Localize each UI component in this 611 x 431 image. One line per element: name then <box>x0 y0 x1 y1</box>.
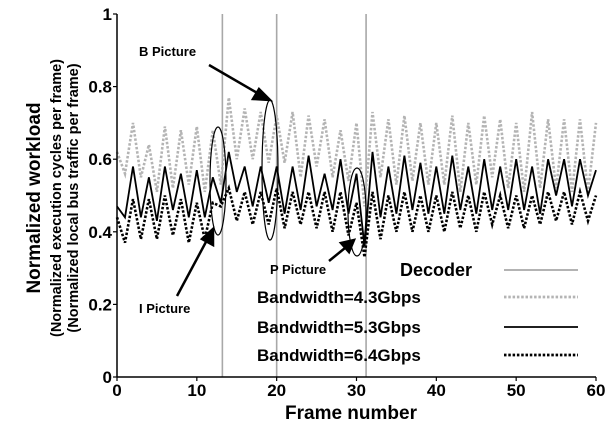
x-tick-label: 10 <box>187 381 206 400</box>
p-picture-arrow-line <box>328 247 346 262</box>
annotation-arrows <box>175 63 357 297</box>
b-picture-label: B Picture <box>139 44 196 59</box>
x-ticks: 0 10 20 30 40 50 60 <box>112 377 605 400</box>
y-axis-title-line-1: Normalized workload <box>24 102 45 293</box>
series-group <box>115 97 598 258</box>
x-axis-title: Frame number <box>285 403 418 424</box>
x-tick-label: 60 <box>587 381 606 400</box>
b-picture-arrow-line <box>208 63 260 96</box>
y-ticks: 0 0.2 0.4 0.6 0.8 1 <box>88 5 117 387</box>
legend: Decoder Bandwidth=4.3Gbps Bandwidth=5.3Gbp… <box>257 260 578 365</box>
legend-label-1: Decoder <box>400 260 472 280</box>
series-line-3 <box>115 184 598 258</box>
x-tick-label: 50 <box>507 381 526 400</box>
p-picture-ellipse <box>347 167 367 257</box>
x-tick-label: 20 <box>267 381 286 400</box>
p-picture-arrowhead <box>338 238 357 255</box>
y-tick-label: 0.6 <box>88 150 112 169</box>
x-tick-label: 0 <box>112 381 121 400</box>
i-picture-arrow-line <box>175 239 209 297</box>
p-picture-label: P Picture <box>270 262 326 277</box>
b-picture-arrowhead <box>250 86 274 102</box>
y-tick-label: 0.4 <box>88 223 112 242</box>
y-tick-label: 0.8 <box>88 78 112 97</box>
y-tick-label: 1 <box>103 5 112 24</box>
y-tick-label: 0.2 <box>88 295 112 314</box>
i-picture-label: I Picture <box>139 301 190 316</box>
i-picture-ellipse <box>209 126 227 236</box>
legend-label-3: Bandwidth=5.3Gbps <box>257 318 421 337</box>
legend-label-2: Bandwidth=4.3Gbps <box>257 288 421 307</box>
i-picture-arrowhead <box>199 226 215 248</box>
x-tick-label: 30 <box>347 381 366 400</box>
series-line-1 <box>115 97 598 207</box>
y-tick-label: 0 <box>103 368 112 387</box>
x-tick-label: 40 <box>427 381 446 400</box>
y-axis-title-line-3: (Normalized local bus traffic per frame) <box>66 63 82 332</box>
series-line-2 <box>116 151 597 247</box>
y-axis-title: Normalized workload (Normalized executio… <box>24 59 82 337</box>
legend-label-4: Bandwidth=6.4Gbps <box>257 346 421 365</box>
y-axis-title-line-2: (Normalized execution cycles per frame) <box>49 59 65 337</box>
